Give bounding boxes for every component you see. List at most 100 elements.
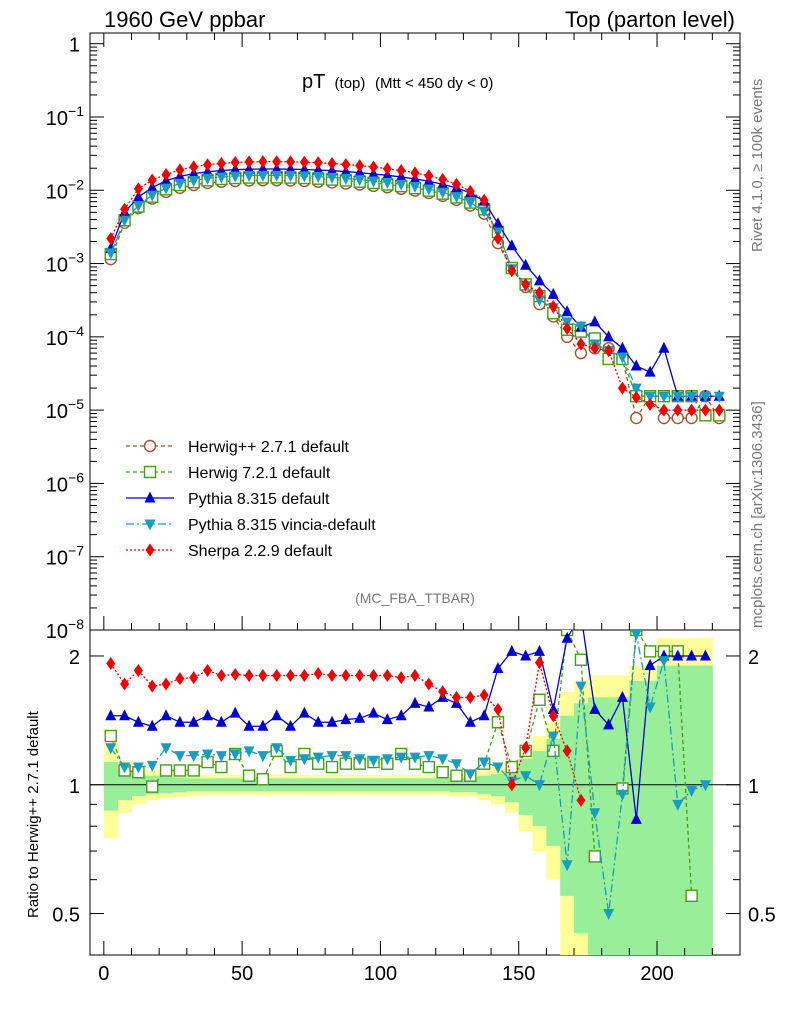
legend-label: Herwig 7.2.1 default [188,465,331,482]
ratio-point [644,658,656,670]
ratio-point [464,769,476,781]
ratio-point [174,751,186,763]
ratio-point [368,706,380,718]
data-point [243,171,255,183]
legend: Herwig++ 2.7.1 default Herwig 7.2.1 defau… [126,439,376,560]
main-y-tick-label: 10−2 [46,176,84,203]
legend-label: Pythia 8.315 vincia-default [188,517,376,534]
ratio-series-sherpa-2-2-9-default [106,656,586,807]
data-point [561,305,573,317]
data-point [686,391,698,403]
band-inner [615,697,630,955]
ratio-point [450,769,463,782]
data-point [604,344,614,358]
data-point [590,341,600,355]
data-point [341,157,351,171]
data-point [659,403,669,417]
data-point [368,176,380,188]
data-point [658,391,670,403]
ratio-point [533,780,545,792]
data-point [533,274,545,286]
ratio-point [381,713,393,725]
ratio-point [285,755,297,767]
data-point [147,173,157,187]
ratio-point [215,751,227,763]
band-inner [643,680,658,955]
ratio-point [464,715,476,727]
series-pythia-8-315-default [105,162,725,401]
ratio-line [621,630,693,896]
ratio-point [340,751,352,763]
ratio-point [547,744,560,758]
ratio-point [437,754,449,766]
ratio-point [505,760,519,774]
data-point [215,172,227,184]
ratio-y-tick-label-right: 2 [748,647,759,669]
ratio-point [410,669,420,683]
data-point [133,182,143,196]
ratio-point [521,741,531,755]
main-y-tick-label: 1 [69,35,80,57]
data-point [230,155,240,169]
ratio-point [215,760,228,774]
data-point [424,169,434,183]
data-point [493,231,503,245]
data-point [189,160,199,174]
data-point [451,177,461,191]
ratio-y-tick-label-left: 1 [69,776,80,798]
data-point [534,286,544,300]
ratio-point [105,709,117,721]
ratio-point [175,672,185,686]
data-point [286,155,296,169]
data-point [175,163,185,177]
ratio-point [230,668,240,682]
plot-title-sub1: (top) [335,75,366,92]
ratio-point [355,669,365,683]
ratio-point [438,685,448,699]
plot-title-sub2: (Mtt < 450 dy < 0) [375,75,493,92]
ratio-point [630,812,642,824]
data-point [382,162,392,176]
ratio-point [243,719,255,731]
main-y-tick-label: 10−3 [46,250,84,277]
data-point [644,365,656,377]
data-point [630,359,642,371]
ratio-point [422,760,436,774]
legend-marker [145,543,155,557]
data-point [244,155,254,169]
data-point [465,184,475,198]
ratio-point [576,793,586,807]
band-inner [560,715,575,896]
main-y-tick-label: 10−4 [46,323,84,350]
ratio-point [686,785,698,797]
ratio-point [298,754,310,766]
ratio-point [493,702,503,716]
x-tick-label: 150 [502,963,535,985]
x-tick-label: 200 [640,963,673,985]
ratio-point [133,663,143,677]
ratio-point [409,752,421,764]
data-point [520,258,532,270]
ratio-point [561,860,573,872]
data-point [174,178,186,190]
data-point [160,183,172,195]
ratio-point [188,751,200,763]
ratio-point [643,645,657,658]
data-point [547,287,559,299]
x-tick-label: 100 [364,963,397,985]
ratio-point [272,669,282,683]
series-pythia-8-315-vincia-default [105,170,725,403]
band-inner [657,665,672,955]
data-point [645,397,655,411]
data-point [271,170,283,182]
ratio-point [534,656,544,670]
ratio-point [256,773,270,786]
band-inner [546,738,561,846]
data-point [132,190,144,202]
data-point [216,156,226,170]
ratio-point [368,755,380,767]
data-point [603,330,615,342]
legend-label: Herwig++ 2.7.1 default [188,439,350,456]
ratio-point [686,649,698,661]
ratio-point [312,715,324,727]
